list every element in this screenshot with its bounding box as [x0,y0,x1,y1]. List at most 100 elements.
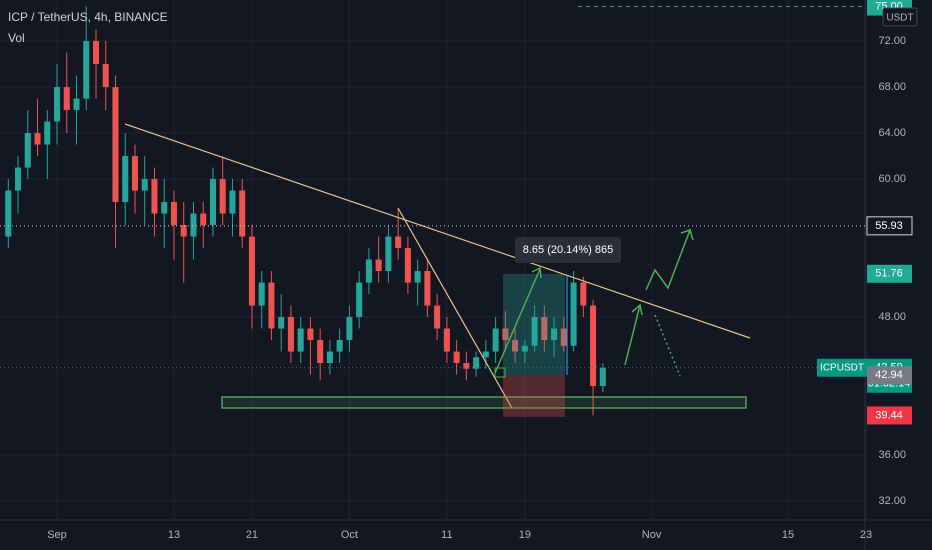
price-label-box [867,366,912,385]
trend-line [397,207,513,409]
candle-body [73,98,80,111]
candle-body [512,340,519,352]
candle-body [170,202,177,226]
y-tick-label: 68.00 [878,81,906,93]
candle-body [434,305,441,329]
candle-body [473,357,480,369]
drawings: 8.65 (20.14%) 865 [124,123,751,417]
candle-body [297,328,304,352]
candle-body [414,271,421,283]
target-zone [503,274,565,375]
support-zone [221,396,747,409]
candle-body [161,202,168,214]
volume-label: Vol [8,31,25,45]
candle-body [5,190,12,237]
candle-body [63,87,70,111]
candle-body [229,190,236,214]
candle-body [570,282,577,346]
price-label-box [867,406,912,425]
candle-body [492,328,499,352]
arrow [654,314,681,377]
candle-body [317,340,324,364]
symbol-box [817,358,867,377]
candle-body [336,340,343,352]
y-tick-label: 32.00 [878,495,906,507]
arrow-head [531,266,542,279]
candle-body [278,317,285,329]
candle-body [551,328,558,341]
candle-body [375,259,382,272]
candle-body [463,363,470,369]
x-tick-label: Nov [642,529,662,541]
price-label: 42.94 [875,369,903,381]
candle-body [53,87,61,122]
candle-body [521,345,528,352]
arrow-head [680,229,694,241]
candle-body [258,282,265,306]
chart-title: ICP / TetherUS, 4h, BINANCE [8,10,168,24]
measure-box [515,237,621,263]
candle-body [502,328,509,341]
y-tick-label: 72.00 [878,35,906,47]
candle-body [560,328,567,346]
candle-body [307,328,314,341]
candle-body [131,156,139,191]
y-tick-label: 64.00 [878,127,906,139]
symbol: ICPUSDT [820,362,864,373]
price-label-box [867,264,912,283]
candle-body [326,351,333,364]
trend-line [124,123,751,339]
candle-body [209,179,216,226]
candle-body [385,236,392,272]
candles [5,6,606,416]
candle-body [580,282,587,306]
price-label: 51.76 [875,268,903,280]
candle-body [102,64,109,88]
arrow-head [631,303,643,316]
candle-body [599,367,606,387]
currency-box [882,7,918,27]
x-tick-label: 23 [860,529,872,541]
candle-body [180,225,187,237]
stop-zone [503,375,565,417]
candle-body [83,41,90,99]
arrow [645,229,691,291]
candle-body [268,282,275,329]
y-tick-label: 48.00 [878,311,906,323]
candle-body [395,236,402,249]
x-tick-label: Sep [47,529,67,541]
currency: USDT [886,13,913,24]
candle-body [112,87,119,203]
candle-body [531,317,538,346]
candle-body [365,259,372,283]
candle-body [424,271,431,306]
candle-body [151,179,158,214]
candle-body [44,121,51,145]
y-tick-label: 60.00 [878,173,906,185]
candle-body [122,156,129,203]
arrow [494,268,541,374]
x-tick-label: 15 [782,529,794,541]
candle-body [541,317,548,341]
candle-body [34,133,41,145]
candle-body [404,248,411,283]
measure-label: 8.65 (20.14%) 865 [523,244,614,256]
price-label-box [866,216,913,236]
candle-body [482,351,489,358]
x-tick-label: 13 [168,529,180,541]
candle-body [590,305,597,387]
candle-body [453,351,460,364]
candle-body [219,179,226,214]
x-tick-label: 21 [246,529,258,541]
candle-body [190,213,197,237]
candle-body [200,213,207,226]
y-tick-label: 36.00 [878,449,906,461]
candle-body [248,236,255,306]
candle-body [356,282,363,318]
price-label: 39.44 [875,409,903,421]
price-label: 55.93 [875,220,903,232]
candle-body [15,167,22,191]
candle-body [92,41,100,65]
